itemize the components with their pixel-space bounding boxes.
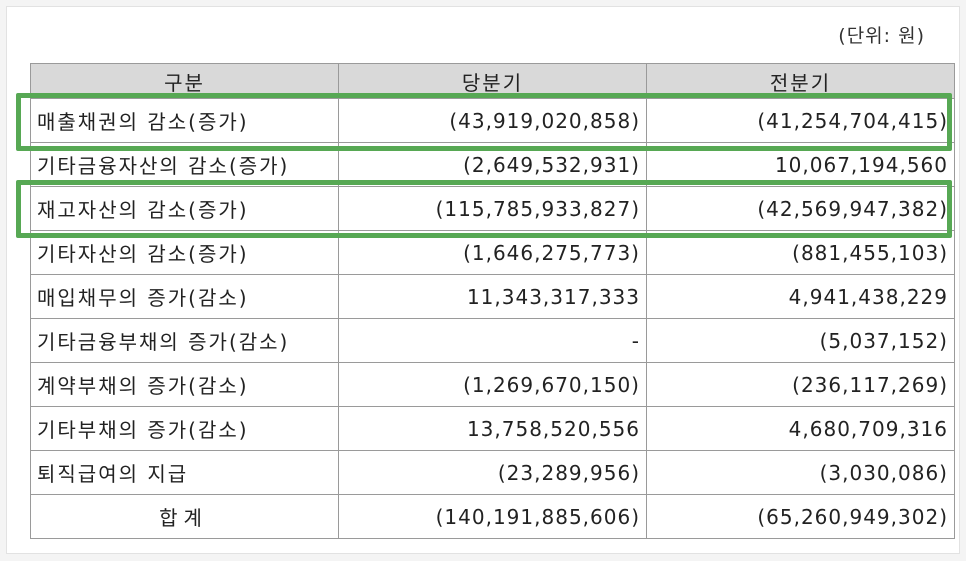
table-row: 계약부채의 증가(감소) (1,269,670,150) (236,117,26…: [30, 362, 955, 407]
current-value: (2,649,532,931): [338, 142, 647, 187]
table-row: 매입채무의 증가(감소) 11,343,317,333 4,941,438,22…: [30, 274, 955, 319]
row-label: 매출채권의 감소(증가): [30, 98, 339, 143]
current-value: (115,785,933,827): [338, 186, 647, 231]
table-row: 기타금융부채의 증가(감소) - (5,037,152): [30, 318, 955, 363]
row-label: 매입채무의 증가(감소): [30, 274, 339, 319]
current-value: 13,758,520,556: [338, 406, 647, 451]
previous-value: 4,680,709,316: [646, 406, 955, 451]
current-value: (43,919,020,858): [338, 98, 647, 143]
cashflow-table: 구분 당분기 전분기 매출채권의 감소(증가) (43,919,020,858)…: [30, 63, 955, 539]
total-previous-value: (65,260,949,302): [646, 494, 955, 539]
current-value: 11,343,317,333: [338, 274, 647, 319]
previous-value: (3,030,086): [646, 450, 955, 495]
row-label: 기타금융자산의 감소(증가): [30, 142, 339, 187]
total-current-value: (140,191,885,606): [338, 494, 647, 539]
current-value: -: [338, 318, 647, 363]
table-row: 퇴직급여의 지급 (23,289,956) (3,030,086): [30, 450, 955, 495]
document-card: (단위: 원) 구분 당분기 전분기 매출채권의 감소(증가) (43,919,…: [6, 6, 960, 554]
table-row: 기타자산의 감소(증가) (1,646,275,773) (881,455,10…: [30, 230, 955, 275]
unit-label: (단위: 원): [838, 25, 925, 47]
current-value: (23,289,956): [338, 450, 647, 495]
current-value: (1,269,670,150): [338, 362, 647, 407]
table-row: 기타금융자산의 감소(증가) (2,649,532,931) 10,067,19…: [30, 142, 955, 187]
previous-value: (41,254,704,415): [646, 98, 955, 143]
previous-value: (236,117,269): [646, 362, 955, 407]
row-label: 기타부채의 증가(감소): [30, 406, 339, 451]
row-label: 계약부채의 증가(감소): [30, 362, 339, 407]
header-current-quarter: 당분기: [338, 63, 647, 99]
table-row: 기타부채의 증가(감소) 13,758,520,556 4,680,709,31…: [30, 406, 955, 451]
header-category: 구분: [30, 63, 339, 99]
table-header-row: 구분 당분기 전분기: [30, 63, 955, 99]
total-row: 합계 (140,191,885,606) (65,260,949,302): [30, 494, 955, 539]
header-previous-quarter: 전분기: [646, 63, 955, 99]
row-label: 기타금융부채의 증가(감소): [30, 318, 339, 363]
previous-value: 4,941,438,229: [646, 274, 955, 319]
previous-value: 10,067,194,560: [646, 142, 955, 187]
row-label: 퇴직급여의 지급: [30, 450, 339, 495]
table-row: 매출채권의 감소(증가) (43,919,020,858) (41,254,70…: [30, 98, 955, 143]
row-label: 재고자산의 감소(증가): [30, 186, 339, 231]
row-label: 기타자산의 감소(증가): [30, 230, 339, 275]
total-label: 합계: [30, 494, 339, 539]
table-row: 재고자산의 감소(증가) (115,785,933,827) (42,569,9…: [30, 186, 955, 231]
previous-value: (881,455,103): [646, 230, 955, 275]
previous-value: (5,037,152): [646, 318, 955, 363]
previous-value: (42,569,947,382): [646, 186, 955, 231]
current-value: (1,646,275,773): [338, 230, 647, 275]
